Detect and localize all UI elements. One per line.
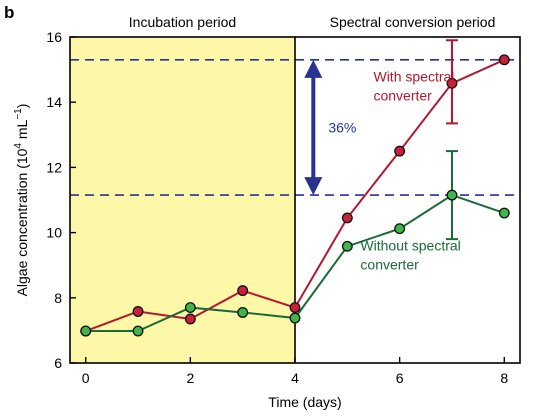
y-tick-label-0: 6 [54, 355, 62, 371]
y-tick-label-2: 10 [46, 225, 62, 241]
data-point-0-2 [184, 313, 196, 325]
data-point-1-6 [394, 223, 406, 235]
x-tick-label-4: 8 [500, 370, 508, 386]
data-point-1-5 [341, 240, 353, 252]
y-axis-label-main: Algae concentration (10 [14, 148, 30, 296]
x-tick-label-2: 4 [291, 370, 299, 386]
x-axis-label: Time (days) [268, 394, 341, 410]
difference-label: 36% [328, 119, 356, 135]
difference-arrow-head-bottom [304, 177, 323, 196]
data-point-1-2 [184, 302, 196, 314]
panel-label: b [4, 3, 14, 22]
annotation-with-converter: With spectral [373, 68, 454, 84]
y-tick-label-4: 14 [46, 94, 62, 110]
y-tick-label-1: 8 [54, 290, 62, 306]
incubation-region-shading [70, 37, 295, 363]
data-point-0-3 [237, 285, 249, 297]
annotation-without-converter: Without spectral [360, 237, 460, 253]
data-point-0-5 [341, 212, 353, 224]
y-tick-label-5: 16 [46, 29, 62, 45]
x-tick-label-3: 6 [396, 370, 404, 386]
data-point-1-1 [132, 325, 144, 337]
y-tick-label-3: 12 [46, 159, 62, 175]
x-tick-label-0: 0 [82, 370, 90, 386]
annotation-without-converter-line2: converter [360, 256, 419, 272]
annotation-with-converter-line2: converter [373, 87, 432, 103]
data-point-1-7 [446, 189, 458, 201]
y-axis-label: Algae concentration (104 mL−1) [13, 104, 30, 297]
y-axis-label-end: ) [14, 104, 30, 109]
data-point-0-6 [394, 145, 406, 157]
data-point-0-8 [498, 54, 510, 66]
axis-ticks: 0 2 4 6 8 6 8 10 12 14 16 [46, 29, 508, 386]
series-layer [80, 39, 510, 337]
data-point-1-8 [498, 207, 510, 219]
data-point-0-7 [446, 77, 458, 89]
x-tick-label-1: 2 [186, 370, 194, 386]
y-axis-label-unit: mL [14, 119, 30, 143]
difference-arrow [304, 59, 323, 196]
y-axis-label-unit-exponent: −1 [13, 108, 24, 120]
difference-arrow-head-top [304, 59, 323, 78]
data-point-1-4 [289, 312, 301, 324]
data-point-1-0 [80, 325, 92, 337]
data-point-1-3 [237, 307, 249, 318]
data-point-0-1 [132, 306, 144, 317]
data-point-0-4 [289, 302, 301, 314]
region-label-incubation: Incubation period [129, 14, 236, 30]
region-label-spectral-conversion: Spectral conversion period [330, 14, 496, 30]
y-axis-label-exponent: 4 [13, 143, 24, 149]
